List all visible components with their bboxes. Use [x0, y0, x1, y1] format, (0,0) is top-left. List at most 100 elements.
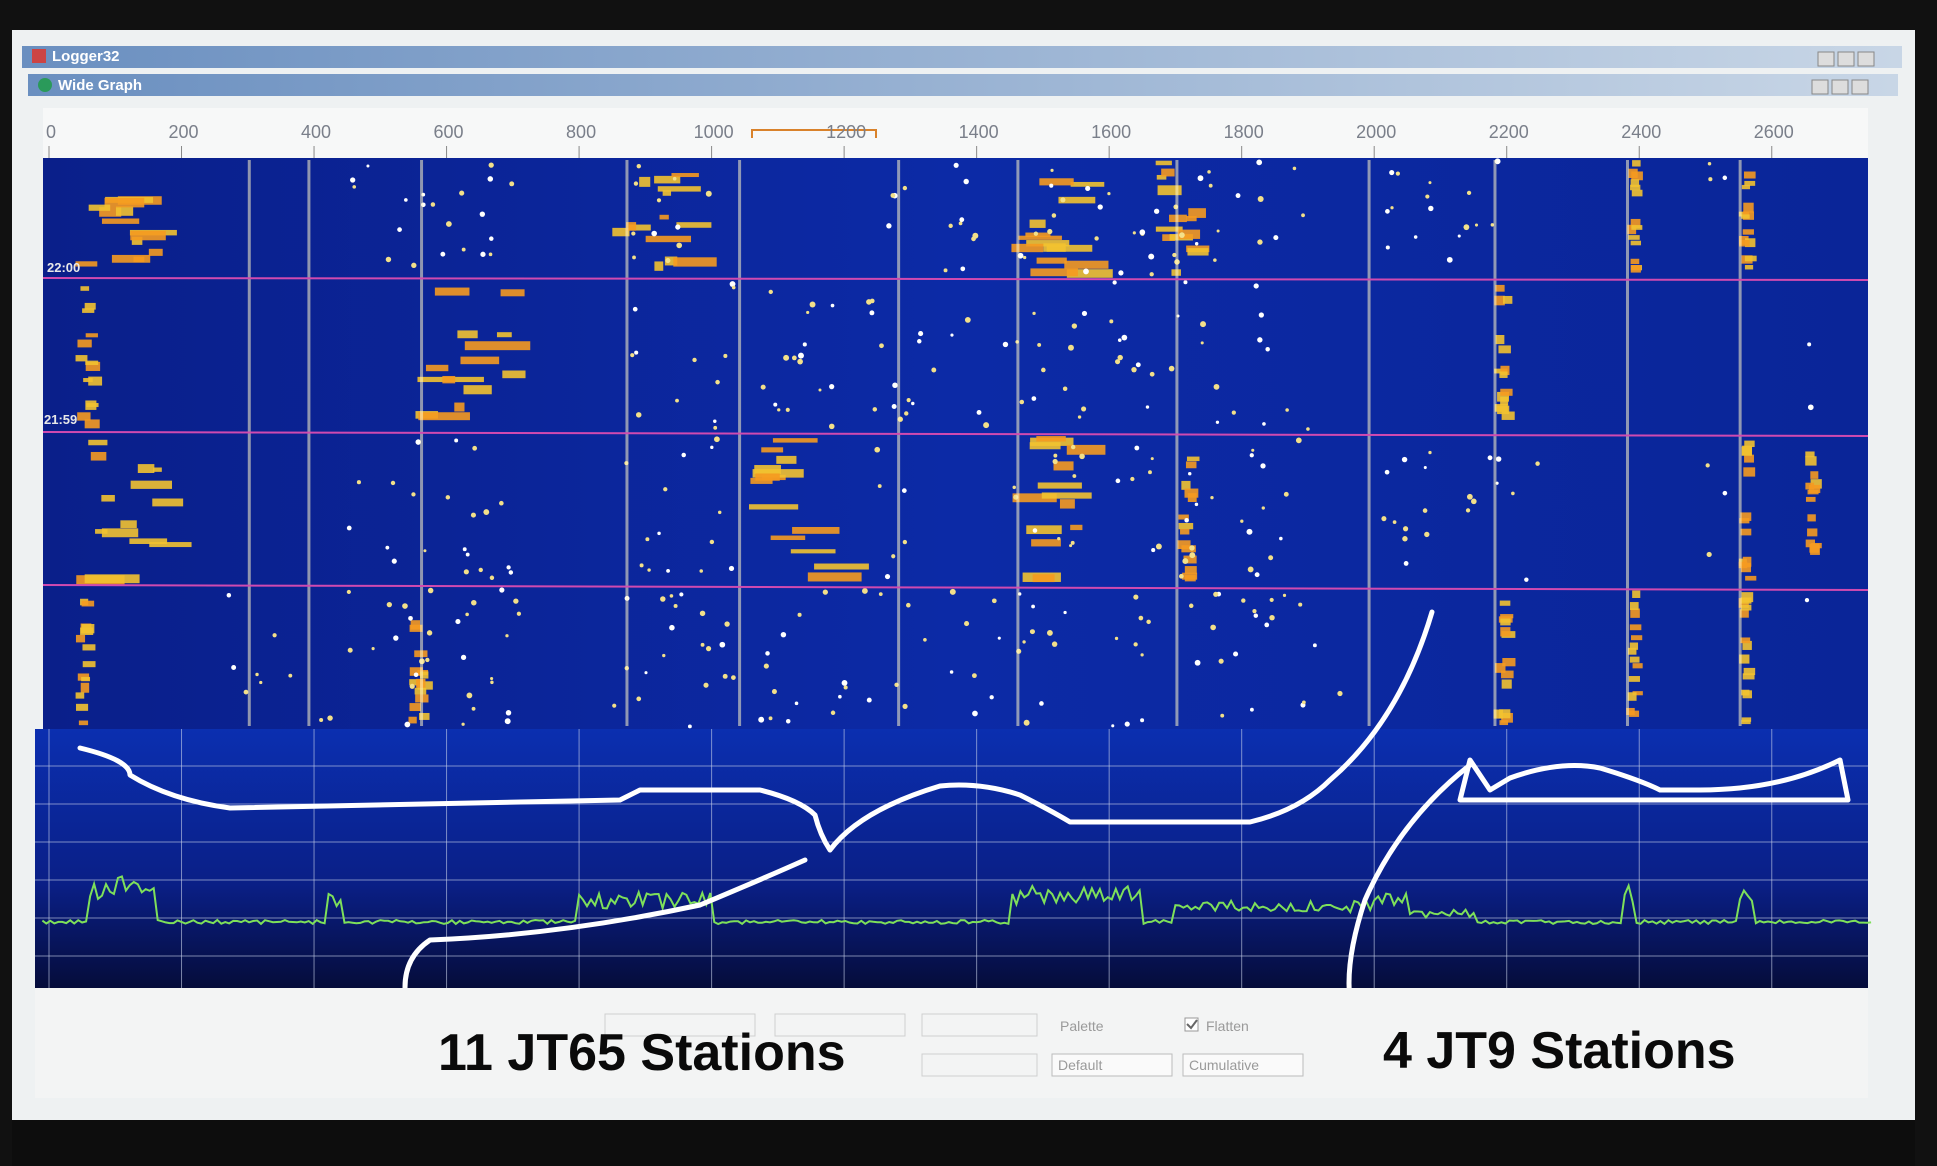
signal-dot — [1428, 181, 1431, 184]
signal-dot — [781, 632, 786, 637]
signal-streak — [1186, 461, 1197, 468]
signal-streak — [792, 527, 839, 534]
signal-dot — [636, 412, 642, 418]
signal-dot — [773, 403, 777, 407]
frequency-label: 2600 — [1754, 122, 1794, 142]
signal-dot — [892, 382, 898, 388]
graph-maximize-button[interactable] — [1832, 80, 1848, 94]
signal-streak — [773, 438, 818, 442]
signal-dot — [886, 223, 891, 228]
signal-dot — [386, 257, 391, 262]
signal-dot — [1052, 641, 1057, 646]
signal-dot — [732, 286, 736, 290]
signal-dot — [634, 351, 638, 355]
signal-dot — [1708, 162, 1711, 165]
signal-dot — [810, 302, 816, 308]
signal-dot — [1262, 506, 1265, 509]
signal-streak — [1743, 229, 1754, 234]
signal-dot — [902, 704, 907, 709]
signal-streak — [1741, 214, 1749, 218]
signal-dot — [1425, 194, 1429, 198]
signal-dot — [1118, 338, 1122, 342]
signal-dot — [499, 587, 504, 592]
signal-dot — [917, 339, 921, 343]
signal-dot — [1467, 494, 1473, 500]
graph-minimize-button[interactable] — [1812, 80, 1828, 94]
signal-dot — [663, 487, 667, 491]
signal-streak — [1745, 265, 1753, 269]
signal-dot — [670, 594, 674, 598]
signal-streak — [1185, 566, 1197, 574]
signal-dot — [949, 224, 953, 228]
signal-dot — [372, 647, 375, 650]
signal-dot — [1220, 714, 1224, 718]
signal-dot — [1232, 410, 1236, 414]
signal-dot — [385, 546, 389, 550]
signal-streak — [1632, 190, 1643, 197]
signal-streak — [101, 495, 115, 502]
carrier-line — [307, 160, 310, 726]
signal-dot — [1306, 427, 1310, 431]
signal-dot — [1184, 518, 1189, 523]
signal-dot — [644, 671, 647, 674]
flatten-label: Flatten — [1206, 1018, 1249, 1034]
signal-dot — [891, 554, 895, 558]
frequency-label: 400 — [301, 122, 331, 142]
signal-streak — [1037, 258, 1067, 264]
signal-dot — [454, 438, 458, 442]
signal-dot — [1707, 552, 1712, 557]
signal-streak — [1629, 676, 1640, 682]
signal-dot — [718, 511, 721, 514]
signal-streak — [1630, 602, 1639, 610]
signal-streak — [1180, 529, 1189, 534]
signal-dot — [1078, 415, 1081, 418]
signal-dot — [1251, 449, 1254, 452]
signal-dot — [612, 704, 616, 708]
signal-dot — [1189, 552, 1195, 558]
signal-dot — [506, 565, 510, 569]
signal-dot — [829, 384, 834, 389]
signal-dot — [1256, 160, 1262, 166]
signal-dot — [1293, 167, 1297, 171]
signal-dot — [255, 673, 258, 676]
signal-dot — [1386, 245, 1390, 249]
signal-streak — [1630, 624, 1642, 630]
app-title: Logger32 — [52, 48, 120, 65]
minimize-button[interactable] — [1818, 52, 1834, 66]
frequency-label: 2000 — [1356, 122, 1396, 142]
signal-dot — [710, 446, 713, 449]
signal-dot — [688, 724, 692, 728]
graph-close-button[interactable] — [1852, 80, 1868, 94]
signal-dot — [1030, 629, 1035, 634]
signal-dot — [723, 674, 728, 679]
signal-dot — [1389, 170, 1394, 175]
signal-streak — [1500, 601, 1511, 606]
signal-dot — [462, 248, 466, 252]
signal-dot — [1118, 270, 1123, 275]
signal-dot — [1213, 592, 1218, 597]
signal-dot — [1189, 604, 1193, 608]
signal-dot — [1116, 479, 1121, 484]
signal-streak — [1181, 481, 1190, 490]
signal-streak — [88, 440, 107, 445]
frequency-label: 1600 — [1091, 122, 1131, 142]
signal-dot — [640, 563, 644, 567]
signal-streak — [1630, 643, 1638, 650]
signal-dot — [1098, 204, 1103, 209]
maximize-button[interactable] — [1838, 52, 1854, 66]
signal-dot — [950, 589, 956, 595]
signal-streak — [76, 704, 88, 711]
signal-dot — [1060, 197, 1065, 202]
signal-streak — [152, 499, 183, 507]
signal-dot — [427, 630, 432, 635]
signal-dot — [272, 633, 276, 637]
frequency-label: 2200 — [1489, 122, 1529, 142]
signal-streak — [442, 376, 455, 383]
signal-dot — [1298, 603, 1302, 607]
signal-dot — [842, 680, 848, 686]
signal-dot — [632, 256, 636, 260]
signal-dot — [1094, 236, 1098, 240]
signal-streak — [1806, 497, 1816, 502]
signal-dot — [408, 616, 413, 621]
close-button[interactable] — [1858, 52, 1874, 66]
